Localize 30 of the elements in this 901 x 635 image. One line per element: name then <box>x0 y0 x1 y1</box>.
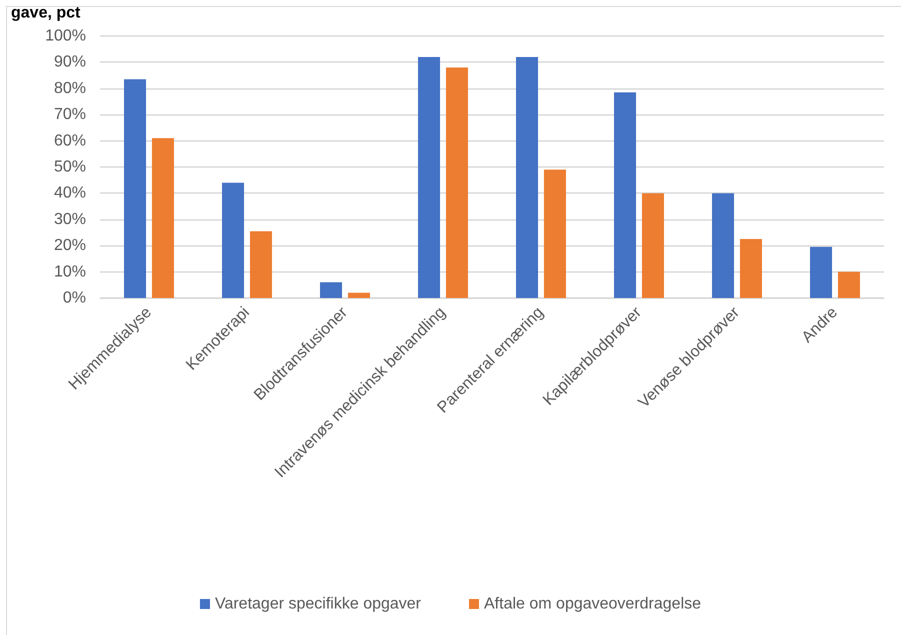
legend-label: Varetager specifikke opgaver <box>214 596 422 612</box>
bar <box>544 170 566 298</box>
bar <box>740 239 762 298</box>
y-tick-label: 20% <box>54 237 86 254</box>
legend-label: Aftale om opgaveoverdragelse <box>484 596 702 612</box>
y-tick-label: 80% <box>54 80 86 97</box>
y-tick-label: 0% <box>62 290 86 306</box>
chart-title: gave, pct <box>11 4 82 22</box>
bar <box>348 292 370 298</box>
bar <box>320 282 342 298</box>
bar <box>446 67 468 298</box>
y-tick-label: 30% <box>54 210 86 228</box>
bar <box>838 272 860 298</box>
bar <box>810 246 832 298</box>
bar <box>516 56 538 298</box>
bar <box>124 79 146 298</box>
bar <box>712 193 734 298</box>
bar <box>222 182 244 298</box>
bar <box>642 193 664 298</box>
y-tick-label: 70% <box>54 106 86 124</box>
y-tick-label: 40% <box>54 184 86 202</box>
y-tick-label: 60% <box>54 132 86 150</box>
bar <box>250 231 272 298</box>
y-tick-label: 100% <box>45 28 86 44</box>
y-tick-label: 10% <box>54 263 86 280</box>
bar <box>152 138 174 298</box>
y-tick-label: 90% <box>54 54 86 71</box>
y-tick-label: 50% <box>54 158 86 176</box>
bar <box>614 92 636 298</box>
bar <box>418 56 440 298</box>
